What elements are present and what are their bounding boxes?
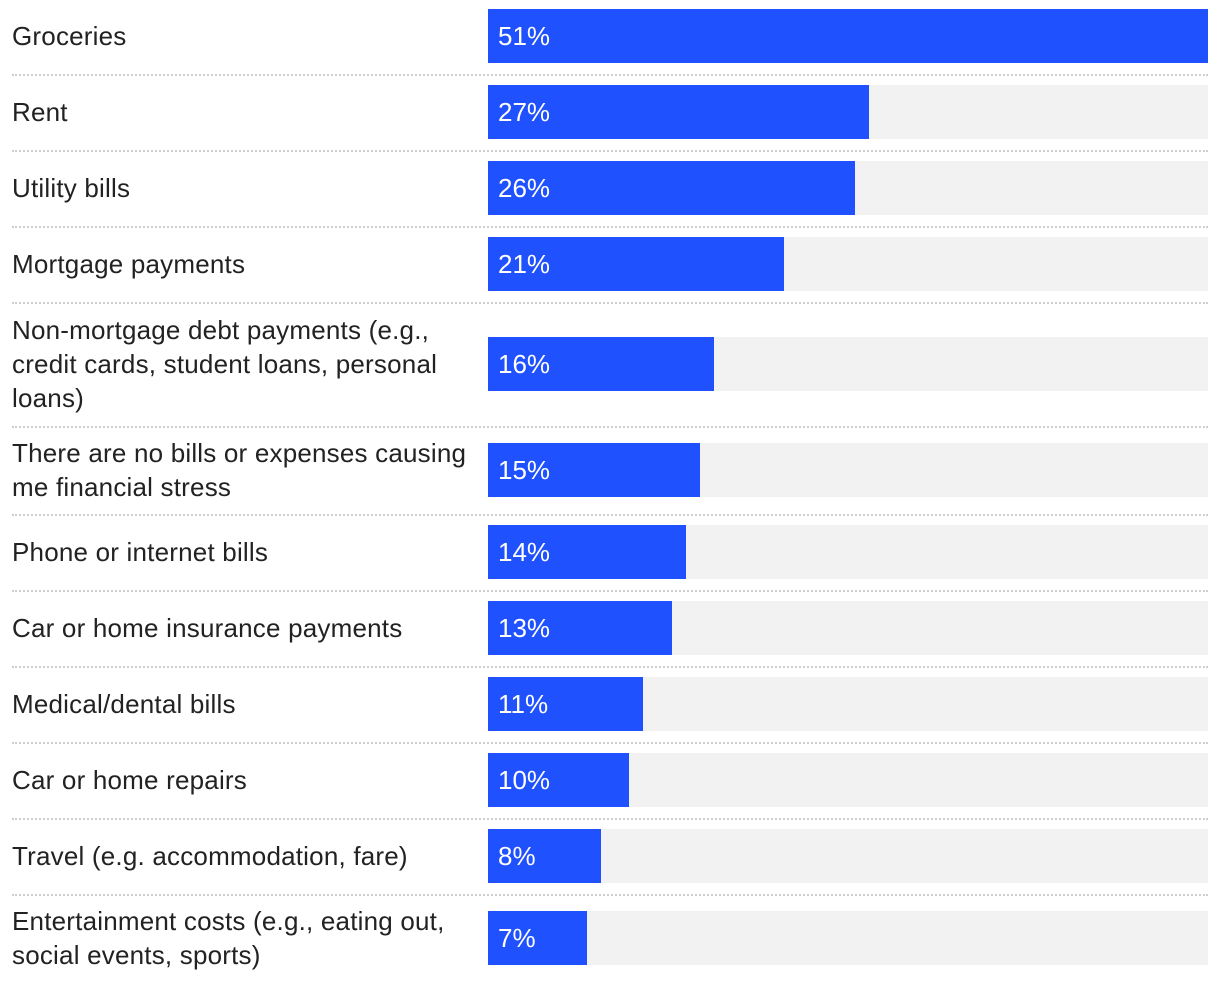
row-divider [12,818,1208,820]
bar [488,753,629,807]
bar-value-label: 15% [498,455,551,485]
category-label: Groceries [12,21,127,51]
bar-track [488,829,1208,883]
category-label: Entertainment costs (e.g., eating out, s… [12,906,445,970]
row-divider [12,302,1208,304]
category-label: Non-mortgage debt payments (e.g., credit… [12,315,438,413]
bar-value-label: 21% [498,249,551,279]
bar [488,85,869,139]
category-label: Phone or internet bills [12,537,269,567]
bar [488,237,784,291]
row-divider [12,742,1208,744]
category-label: Car or home insurance payments [12,613,403,643]
bar [488,525,686,579]
bar-value-label: 14% [498,537,551,567]
bar-value-label: 8% [498,841,536,871]
bar [488,9,1208,63]
bar-value-label: 27% [498,97,551,127]
bar [488,161,855,215]
bar [488,829,601,883]
category-label: Travel (e.g. accommodation, fare) [12,841,408,871]
bar [488,337,714,391]
bar-value-label: 16% [498,349,551,379]
bar-value-label: 13% [498,613,551,643]
category-label: Car or home repairs [12,765,247,795]
bar [488,601,672,655]
bar [488,911,587,965]
category-label: Rent [12,97,68,127]
bar-value-label: 11% [498,689,549,719]
bar-value-label: 10% [498,765,551,795]
bar [488,443,700,497]
category-label: Utility bills [12,173,131,203]
bar-value-label: 26% [498,173,551,203]
category-label: Mortgage payments [12,249,246,279]
row-divider [12,514,1208,516]
row-divider [12,226,1208,228]
row-divider [12,426,1208,428]
bar-track [488,911,1208,965]
row-divider [12,894,1208,896]
row-divider [12,590,1208,592]
row-divider [12,666,1208,668]
category-label: Medical/dental bills [12,689,236,719]
bar-value-label: 7% [498,923,536,953]
row-divider [12,74,1208,76]
category-label: There are no bills or expenses causing m… [12,438,467,502]
bar-value-label: 51% [498,21,551,51]
bar [488,677,643,731]
row-divider [12,150,1208,152]
